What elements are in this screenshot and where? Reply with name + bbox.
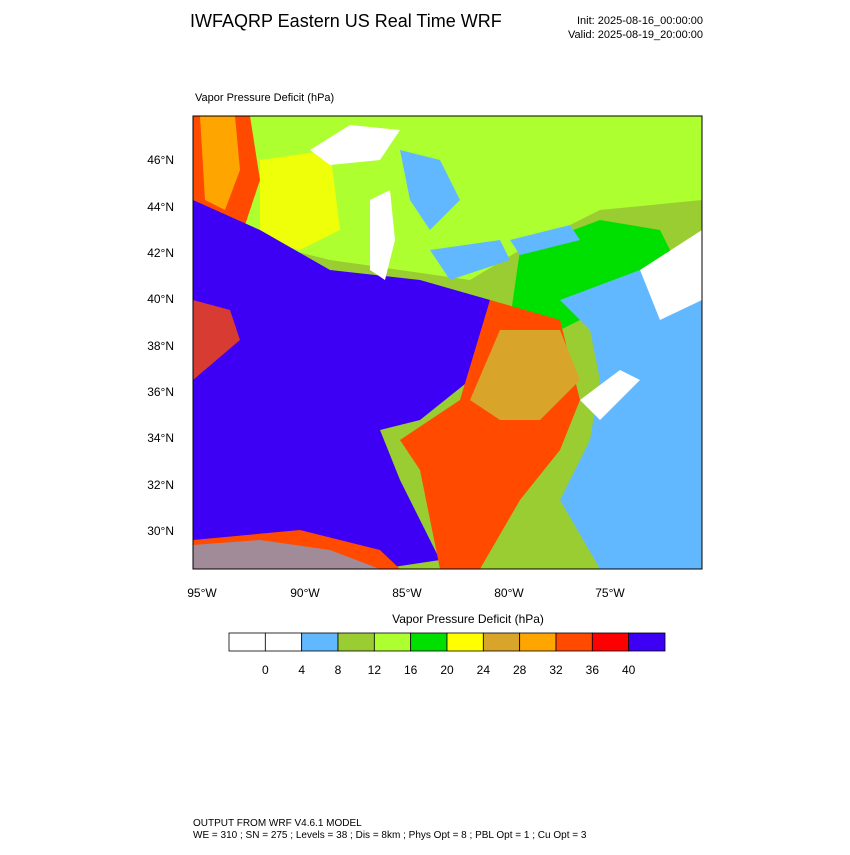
colorbar-box xyxy=(628,632,666,652)
colorbar-label: 36 xyxy=(586,663,600,677)
colorbar-label: 40 xyxy=(622,663,636,677)
lat-label: 44°N xyxy=(147,200,174,214)
colorbar-box xyxy=(337,632,375,652)
lon-label: 75°W xyxy=(595,586,625,600)
colorbar-box xyxy=(301,632,339,652)
colorbar-box xyxy=(519,632,557,652)
lon-label: 80°W xyxy=(494,586,524,600)
footer-line: WE = 310 ; SN = 275 ; Levels = 38 ; Dis … xyxy=(193,830,587,841)
colorbar-label: 8 xyxy=(335,663,342,677)
colorbar-box xyxy=(591,632,630,652)
lat-label: 46°N xyxy=(147,153,174,167)
colorbar-label: 0 xyxy=(262,663,269,677)
colorbar-box xyxy=(228,632,266,652)
colorbar-title: Vapor Pressure Deficit (hPa) xyxy=(392,612,544,626)
colorbar-label: 28 xyxy=(513,663,527,677)
lat-label: 36°N xyxy=(147,385,174,399)
title: IWFAQRP Eastern US Real Time WRF xyxy=(190,11,502,31)
colorbar-box xyxy=(264,632,303,652)
colorbar-label: 24 xyxy=(477,663,491,677)
colorbar-label: 20 xyxy=(440,663,454,677)
lat-label: 40°N xyxy=(147,292,174,306)
valid-time: Valid: 2025-08-19_20:00:00 xyxy=(568,29,703,41)
footer-line: OUTPUT FROM WRF V4.6.1 MODEL xyxy=(193,818,362,829)
lon-label: 95°W xyxy=(187,586,217,600)
lat-label: 30°N xyxy=(147,524,174,538)
colorbar-box xyxy=(555,632,593,652)
lat-label: 38°N xyxy=(147,339,174,353)
colorbar-box xyxy=(373,632,412,652)
lon-label: 90°W xyxy=(290,586,320,600)
colorbar-label: 32 xyxy=(549,663,563,677)
colorbar-box xyxy=(446,632,484,652)
colorbar-box xyxy=(410,632,448,652)
lat-label: 42°N xyxy=(147,246,174,260)
colorbar-label: 16 xyxy=(404,663,418,677)
map-field xyxy=(192,115,703,570)
colorbar-label: 12 xyxy=(368,663,382,677)
lat-label: 34°N xyxy=(147,431,174,445)
colorbar-label: 4 xyxy=(298,663,305,677)
init-time: Init: 2025-08-16_00:00:00 xyxy=(577,15,703,27)
lat-label: 32°N xyxy=(147,478,174,492)
colorbar-box xyxy=(482,632,521,652)
lon-label: 85°W xyxy=(392,586,422,600)
map-label: Vapor Pressure Deficit (hPa) xyxy=(195,92,334,104)
